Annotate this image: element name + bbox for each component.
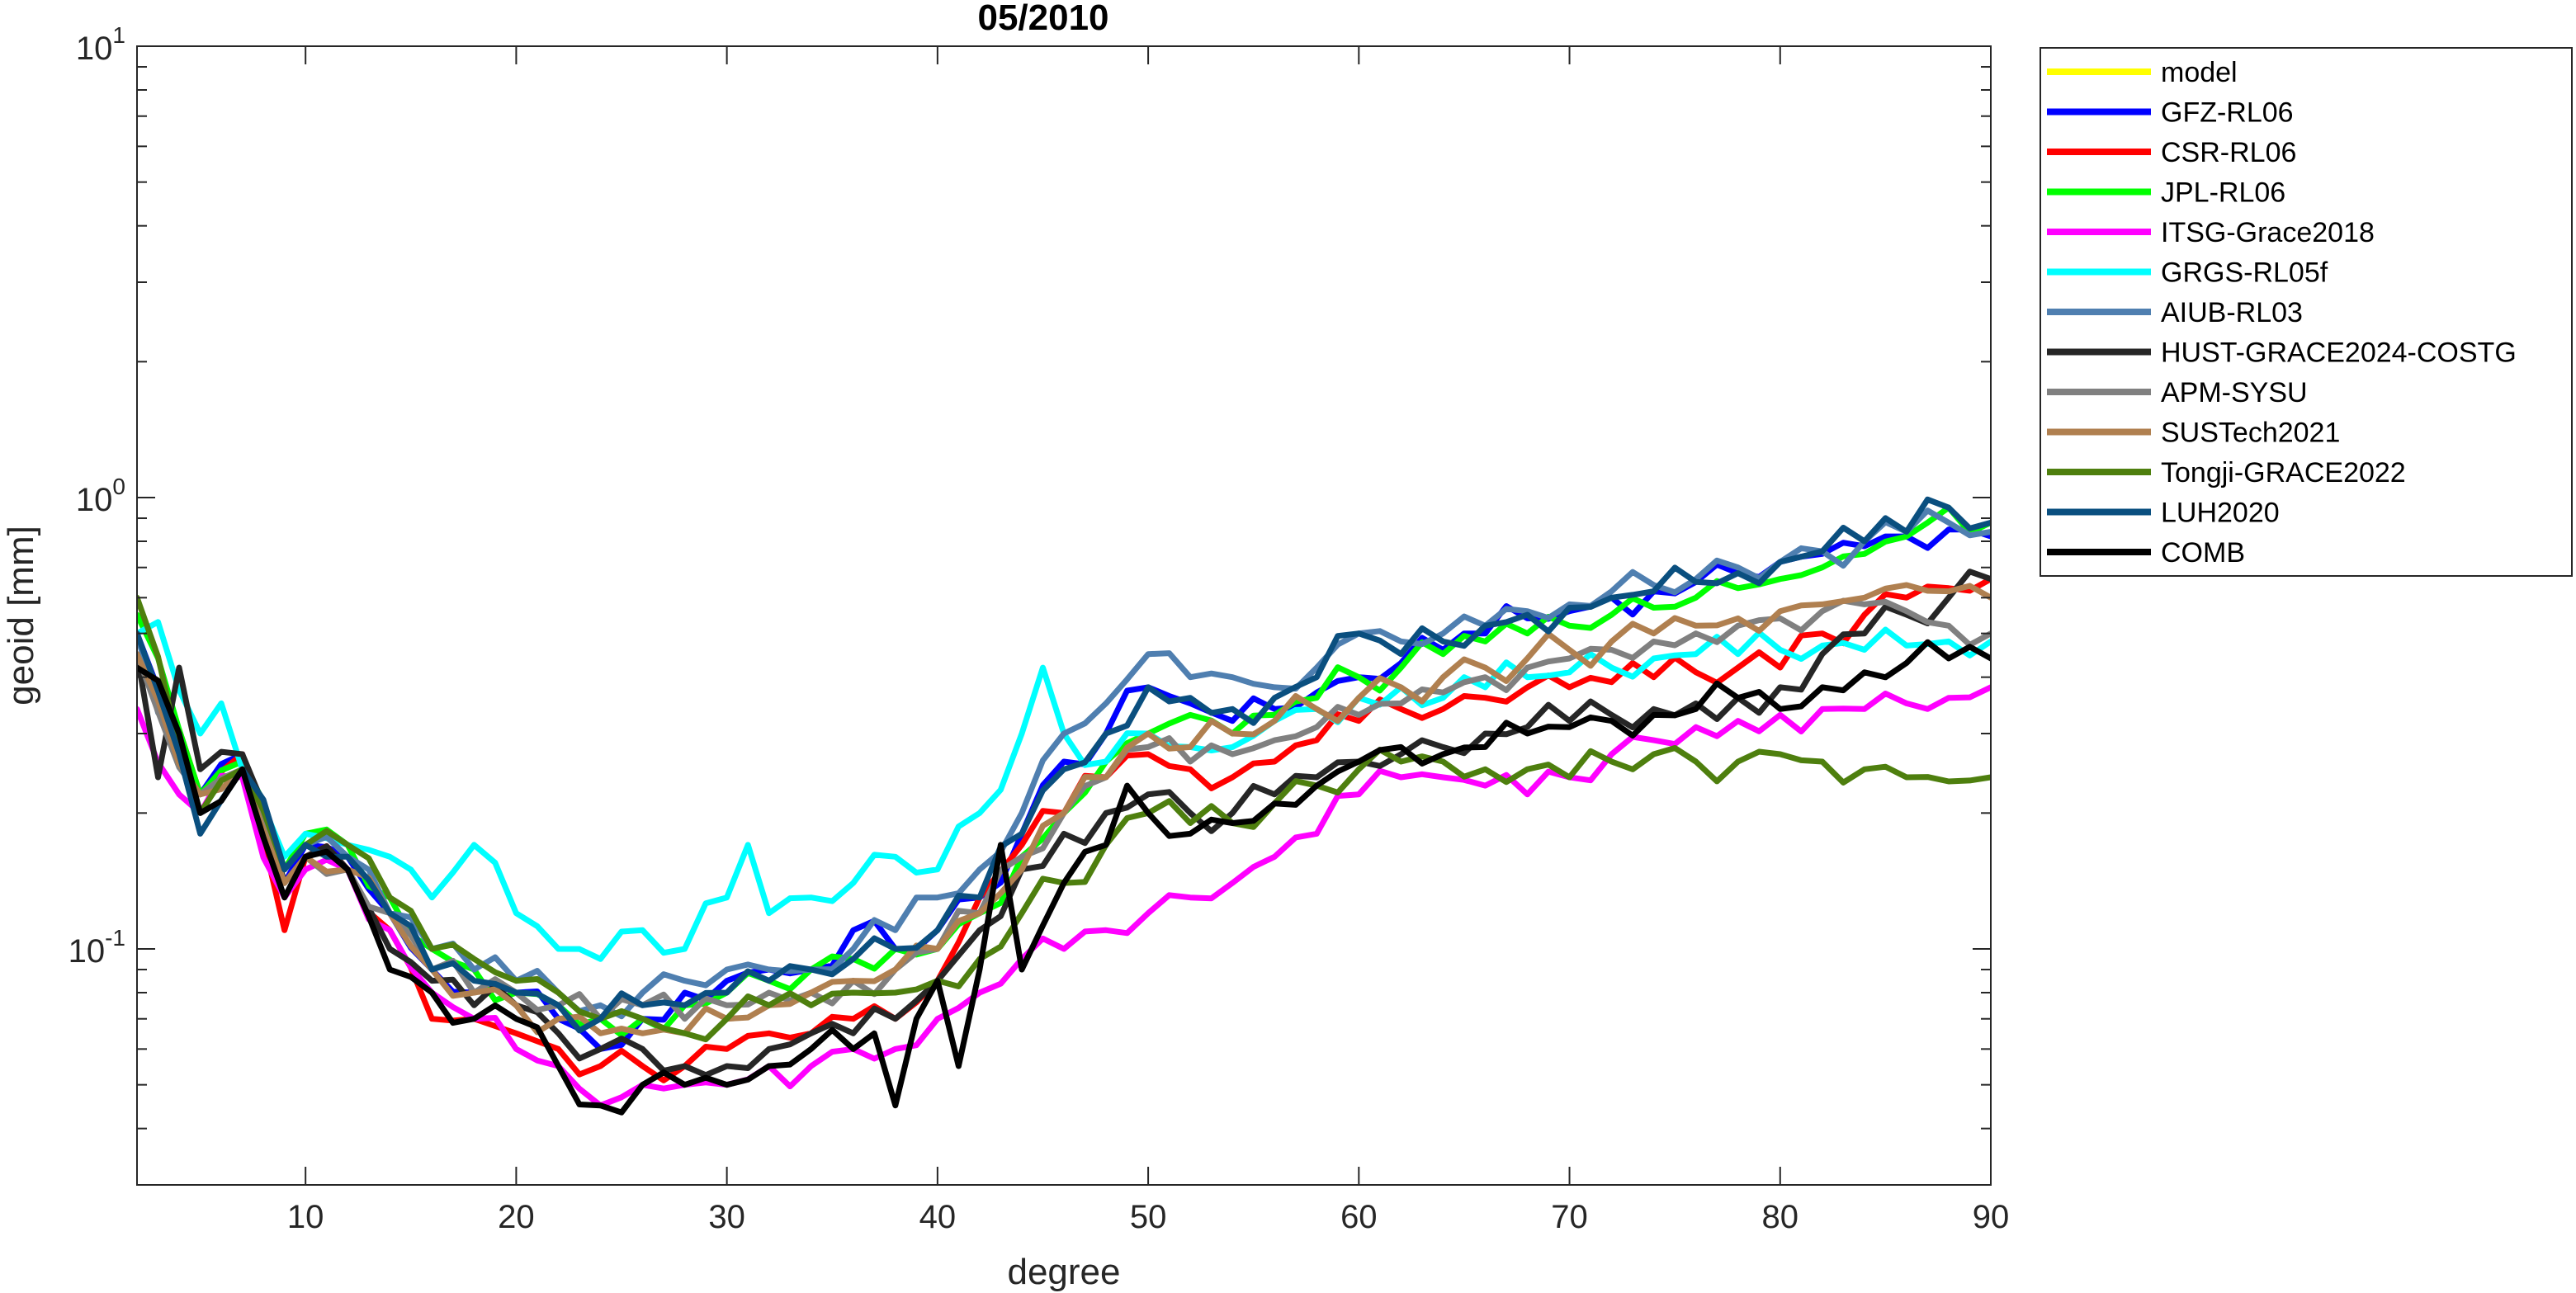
x-tick-label: 60	[1340, 1199, 1378, 1235]
x-tick-label: 50	[1130, 1199, 1167, 1235]
legend-label: JPL-RL06	[2161, 177, 2285, 209]
series-layer	[137, 496, 1991, 1116]
series-line-luh2020	[137, 496, 1991, 1034]
legend-label: GRGS-RL05f	[2161, 257, 2328, 289]
x-tick-label: 70	[1551, 1199, 1588, 1235]
plot-area	[137, 46, 1991, 1185]
legend-label: CSR-RL06	[2161, 137, 2296, 168]
y-tick-base: 10	[69, 933, 106, 970]
x-tick-label: 30	[708, 1199, 745, 1235]
x-tick-label: 80	[1762, 1199, 1799, 1235]
legend-label: ITSG-Grace2018	[2161, 217, 2375, 248]
x-tick-label: 40	[919, 1199, 957, 1235]
chart-title: 05/2010	[977, 0, 1108, 38]
legend-label: APM-SYSU	[2161, 377, 2308, 408]
y-tick-exponent: 0	[112, 474, 125, 499]
y-tick-exponent: 1	[112, 22, 125, 48]
legend-label: AIUB-RL03	[2161, 297, 2303, 328]
legend-label: HUST-GRACE2024-COSTG	[2161, 337, 2517, 369]
legend: model GFZ-RL06 CSR-RL06 JPL-RL06 ITSG-Grace2…	[2040, 47, 2573, 577]
x-tick-label: 10	[287, 1199, 324, 1235]
legend-label: GFZ-RL06	[2161, 97, 2294, 129]
y-tick-label: 100	[76, 474, 125, 518]
x-tick-label: 20	[498, 1199, 535, 1235]
legend-label: SUSTech2021	[2161, 418, 2340, 449]
plot-frame	[136, 45, 1992, 1186]
series-line-itsg-grace2018	[137, 684, 1991, 1109]
series-line-comb	[137, 639, 1991, 1116]
y-tick-base: 10	[76, 482, 113, 518]
y-tick-label: 10-1	[69, 925, 125, 970]
x-axis-label: degree	[1007, 1252, 1120, 1292]
legend-label: model	[2161, 57, 2238, 88]
y-tick-base: 10	[76, 31, 113, 67]
series-line-sustech2021	[137, 582, 1991, 1036]
legend-label: COMB	[2161, 537, 2245, 569]
y-axis-label: geoid [mm]	[1, 526, 41, 705]
legend-label: Tongji-GRACE2022	[2161, 457, 2406, 488]
y-tick-exponent: -1	[105, 925, 125, 951]
x-tick-label: 90	[1973, 1199, 2010, 1235]
legend-label: LUH2020	[2161, 498, 2280, 529]
y-tick-label: 101	[76, 22, 125, 67]
